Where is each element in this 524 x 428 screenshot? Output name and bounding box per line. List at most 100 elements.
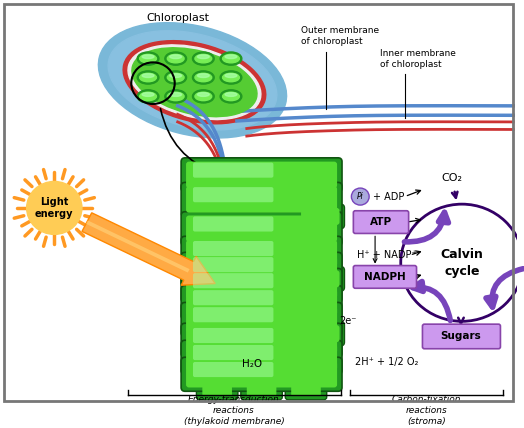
Ellipse shape xyxy=(170,92,182,96)
Text: Energy-transduction
reactions
(thylakoid membrane): Energy-transduction reactions (thylakoid… xyxy=(183,395,285,426)
FancyBboxPatch shape xyxy=(301,270,340,287)
FancyBboxPatch shape xyxy=(196,381,238,400)
Ellipse shape xyxy=(137,71,159,84)
Ellipse shape xyxy=(128,45,261,119)
FancyBboxPatch shape xyxy=(193,273,274,288)
Polygon shape xyxy=(86,220,190,273)
FancyBboxPatch shape xyxy=(181,357,342,391)
FancyBboxPatch shape xyxy=(297,267,344,291)
Ellipse shape xyxy=(195,92,212,101)
Ellipse shape xyxy=(192,90,214,103)
Ellipse shape xyxy=(167,92,184,101)
Ellipse shape xyxy=(140,54,157,63)
FancyBboxPatch shape xyxy=(186,327,337,354)
Ellipse shape xyxy=(220,52,242,65)
Text: NADPH: NADPH xyxy=(364,272,406,282)
FancyBboxPatch shape xyxy=(193,163,274,178)
FancyBboxPatch shape xyxy=(181,340,342,374)
Text: H₂O: H₂O xyxy=(242,359,262,369)
Text: CO₂: CO₂ xyxy=(442,172,463,183)
FancyBboxPatch shape xyxy=(285,381,327,400)
Ellipse shape xyxy=(142,55,154,59)
Ellipse shape xyxy=(140,73,157,82)
FancyBboxPatch shape xyxy=(181,285,342,319)
FancyBboxPatch shape xyxy=(186,289,337,316)
Ellipse shape xyxy=(165,52,187,65)
Ellipse shape xyxy=(123,41,266,124)
Circle shape xyxy=(401,204,523,321)
Ellipse shape xyxy=(132,48,257,117)
Text: Sugars: Sugars xyxy=(441,331,482,342)
Ellipse shape xyxy=(108,31,277,130)
FancyBboxPatch shape xyxy=(186,162,337,188)
FancyBboxPatch shape xyxy=(297,321,344,346)
FancyBboxPatch shape xyxy=(301,325,340,342)
FancyBboxPatch shape xyxy=(186,186,337,213)
Ellipse shape xyxy=(223,92,239,101)
FancyBboxPatch shape xyxy=(186,306,337,333)
Text: + ADP: + ADP xyxy=(373,192,405,202)
Ellipse shape xyxy=(225,55,237,59)
FancyBboxPatch shape xyxy=(186,240,337,267)
FancyBboxPatch shape xyxy=(353,211,409,233)
Circle shape xyxy=(27,181,82,235)
FancyBboxPatch shape xyxy=(193,307,274,322)
FancyBboxPatch shape xyxy=(247,384,276,396)
Text: 2e⁻: 2e⁻ xyxy=(339,316,356,326)
Ellipse shape xyxy=(167,54,184,63)
FancyBboxPatch shape xyxy=(202,384,232,396)
Ellipse shape xyxy=(195,73,212,82)
Ellipse shape xyxy=(170,55,182,59)
FancyBboxPatch shape xyxy=(193,257,274,272)
Ellipse shape xyxy=(170,74,182,77)
Text: H⁺ + NADP⁺: H⁺ + NADP⁺ xyxy=(357,250,417,260)
FancyBboxPatch shape xyxy=(241,381,282,400)
Text: ATP: ATP xyxy=(370,217,392,227)
FancyBboxPatch shape xyxy=(181,303,342,336)
FancyBboxPatch shape xyxy=(181,212,342,246)
FancyBboxPatch shape xyxy=(193,290,274,305)
Ellipse shape xyxy=(142,74,154,77)
FancyBboxPatch shape xyxy=(181,182,342,217)
Text: Calvin
cycle: Calvin cycle xyxy=(441,248,483,278)
Text: 2H⁺ + 1/2 O₂: 2H⁺ + 1/2 O₂ xyxy=(355,357,419,367)
FancyBboxPatch shape xyxy=(353,265,417,288)
FancyBboxPatch shape xyxy=(301,208,340,225)
Circle shape xyxy=(352,188,369,205)
FancyBboxPatch shape xyxy=(193,328,274,343)
FancyBboxPatch shape xyxy=(186,344,337,371)
Ellipse shape xyxy=(192,52,214,65)
FancyBboxPatch shape xyxy=(181,268,342,303)
FancyBboxPatch shape xyxy=(193,187,274,202)
Ellipse shape xyxy=(220,90,242,103)
Text: Chloroplast: Chloroplast xyxy=(146,13,209,23)
Ellipse shape xyxy=(192,71,214,84)
FancyBboxPatch shape xyxy=(193,345,274,360)
FancyBboxPatch shape xyxy=(422,324,500,349)
FancyBboxPatch shape xyxy=(186,361,337,387)
FancyBboxPatch shape xyxy=(181,323,342,357)
Ellipse shape xyxy=(225,92,237,96)
Ellipse shape xyxy=(167,73,184,82)
Text: Light
energy: Light energy xyxy=(35,197,73,219)
Ellipse shape xyxy=(198,92,209,96)
Ellipse shape xyxy=(220,71,242,84)
Ellipse shape xyxy=(195,54,212,63)
Ellipse shape xyxy=(140,92,157,101)
Ellipse shape xyxy=(198,74,209,77)
FancyBboxPatch shape xyxy=(186,256,337,282)
Text: Pi: Pi xyxy=(357,192,364,201)
FancyBboxPatch shape xyxy=(297,204,344,229)
Text: Inner membrane
of chloroplast: Inner membrane of chloroplast xyxy=(380,49,456,68)
FancyBboxPatch shape xyxy=(193,217,274,232)
Text: Outer membrane
of chloroplast: Outer membrane of chloroplast xyxy=(301,27,379,46)
Ellipse shape xyxy=(198,55,209,59)
FancyBboxPatch shape xyxy=(181,236,342,270)
FancyBboxPatch shape xyxy=(291,384,321,396)
FancyBboxPatch shape xyxy=(181,158,342,192)
Ellipse shape xyxy=(165,90,187,103)
FancyBboxPatch shape xyxy=(181,253,342,286)
Ellipse shape xyxy=(137,90,159,103)
Ellipse shape xyxy=(137,52,159,65)
FancyBboxPatch shape xyxy=(186,215,337,242)
